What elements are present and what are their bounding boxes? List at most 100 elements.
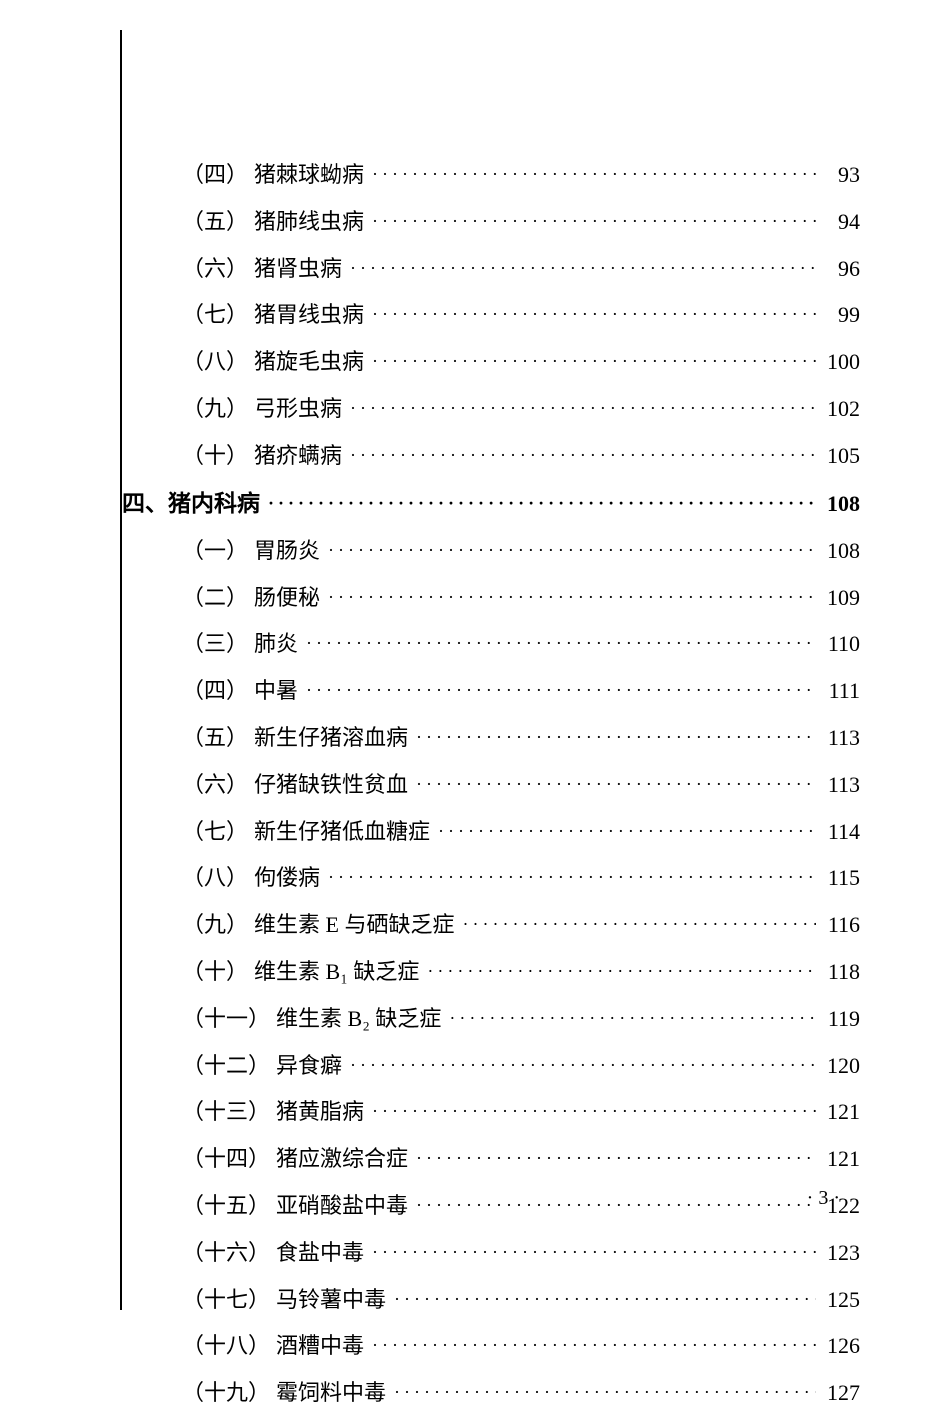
toc-ordinal: （三） bbox=[182, 629, 248, 660]
toc-entry: （十三）猪黄脂病································… bbox=[182, 1097, 860, 1128]
toc-page-number: 110 bbox=[816, 629, 860, 660]
toc-page-number: 94 bbox=[816, 207, 860, 238]
toc-title: 维生素 E 与硒缺乏症 bbox=[254, 910, 454, 941]
toc-ordinal: （十三） bbox=[182, 1097, 270, 1128]
toc-leader-dots: ········································… bbox=[408, 725, 816, 750]
toc-leader-dots: ········································… bbox=[298, 631, 816, 656]
toc-content: （四）猪棘球蚴病································… bbox=[122, 30, 920, 1409]
toc-ordinal: （十四） bbox=[182, 1144, 270, 1175]
toc-leader-dots: ········································… bbox=[320, 865, 816, 890]
toc-entry: （三）肺炎···································… bbox=[182, 629, 860, 660]
page-container: （四）猪棘球蚴病································… bbox=[120, 30, 920, 1310]
toc-page-number: 99 bbox=[816, 300, 860, 331]
toc-title: 食盐中毒 bbox=[276, 1238, 364, 1269]
toc-leader-dots: ········································… bbox=[419, 959, 816, 984]
toc-section-heading: 四、猪内科病··································… bbox=[122, 488, 860, 520]
toc-ordinal: （十） bbox=[182, 441, 248, 472]
toc-page-number: 121 bbox=[816, 1144, 860, 1175]
toc-page-number: 109 bbox=[816, 583, 860, 614]
toc-entry: （十四）猪应激综合症······························… bbox=[182, 1144, 860, 1175]
toc-title: 维生素 B₂ 缺乏症 bbox=[276, 1004, 441, 1035]
toc-entry: （五）猪肺线虫病································… bbox=[182, 207, 860, 238]
toc-ordinal: （七） bbox=[182, 300, 248, 331]
toc-ordinal: （四） bbox=[182, 160, 248, 191]
toc-leader-dots: ········································… bbox=[430, 819, 816, 844]
toc-ordinal: （十八） bbox=[182, 1331, 270, 1362]
toc-title: 马铃薯中毒 bbox=[276, 1285, 386, 1316]
toc-ordinal: （二） bbox=[182, 583, 248, 614]
toc-page-number: 114 bbox=[816, 817, 860, 848]
toc-page-number: 111 bbox=[816, 676, 860, 707]
toc-entry: （九）维生素 E 与硒缺乏症··························… bbox=[182, 910, 860, 941]
toc-page-number: 113 bbox=[816, 770, 860, 801]
toc-entry: （八）猪旋毛虫病································… bbox=[182, 347, 860, 378]
toc-title: 仔猪缺铁性贫血 bbox=[254, 770, 408, 801]
toc-page-number: 123 bbox=[816, 1238, 860, 1269]
toc-leader-dots: ········································… bbox=[364, 302, 816, 327]
toc-title: 异食癖 bbox=[276, 1051, 342, 1082]
toc-entry: （四）中暑···································… bbox=[182, 676, 860, 707]
toc-entry: （十二）异食癖·································… bbox=[182, 1051, 860, 1082]
toc-entry: （六）猪肾虫病·································… bbox=[182, 254, 860, 285]
toc-leader-dots: ········································… bbox=[364, 1333, 816, 1358]
toc-leader-dots: ········································… bbox=[386, 1380, 816, 1405]
toc-leader-dots: ········································… bbox=[298, 678, 816, 703]
toc-page-number: 108 bbox=[816, 489, 860, 520]
toc-entry: （十六）食盐中毒································… bbox=[182, 1238, 860, 1269]
toc-page-number: 100 bbox=[816, 347, 860, 378]
toc-title: 弓形虫病 bbox=[254, 394, 342, 425]
toc-ordinal: （九） bbox=[182, 394, 248, 425]
toc-title: 猪肺线虫病 bbox=[254, 207, 364, 238]
toc-entry: （二）肠便秘··································… bbox=[182, 583, 860, 614]
toc-page-number: 119 bbox=[816, 1004, 860, 1035]
toc-leader-dots: ········································… bbox=[441, 1006, 816, 1031]
toc-ordinal: （十二） bbox=[182, 1051, 270, 1082]
toc-entry: （六）仔猪缺铁性贫血······························… bbox=[182, 770, 860, 801]
toc-page-number: 116 bbox=[816, 910, 860, 941]
toc-leader-dots: ········································… bbox=[342, 396, 816, 421]
toc-leader-dots: ········································… bbox=[320, 538, 816, 563]
toc-title: 猪黄脂病 bbox=[276, 1097, 364, 1128]
toc-leader-dots: ········································… bbox=[364, 162, 816, 187]
toc-title: 猪胃线虫病 bbox=[254, 300, 364, 331]
toc-ordinal: 四、 bbox=[122, 488, 168, 520]
toc-leader-dots: ········································… bbox=[364, 209, 816, 234]
toc-ordinal: （七） bbox=[182, 817, 248, 848]
toc-leader-dots: ········································… bbox=[342, 443, 816, 468]
toc-leader-dots: ········································… bbox=[260, 491, 816, 516]
toc-page-number: 120 bbox=[816, 1051, 860, 1082]
toc-entry: （十九）霉饲料中毒·······························… bbox=[182, 1378, 860, 1409]
toc-title: 亚硝酸盐中毒 bbox=[276, 1191, 408, 1222]
toc-ordinal: （十五） bbox=[182, 1191, 270, 1222]
toc-entry: （十八）酒糟中毒································… bbox=[182, 1331, 860, 1362]
toc-entry: （八）佝偻病··································… bbox=[182, 863, 860, 894]
toc-title: 新生仔猪溶血病 bbox=[254, 723, 408, 754]
toc-leader-dots: ········································… bbox=[364, 1099, 816, 1124]
toc-page-number: 105 bbox=[816, 441, 860, 472]
toc-leader-dots: ········································… bbox=[364, 1240, 816, 1265]
toc-entry: （十一）维生素 B₂ 缺乏症··························… bbox=[182, 1004, 860, 1035]
toc-ordinal: （五） bbox=[182, 723, 248, 754]
toc-leader-dots: ········································… bbox=[408, 772, 816, 797]
toc-title: 猪旋毛虫病 bbox=[254, 347, 364, 378]
toc-leader-dots: ········································… bbox=[364, 349, 816, 374]
toc-title: 猪内科病 bbox=[168, 488, 260, 520]
toc-entry: （十）维生素 B₁ 缺乏症···························… bbox=[182, 957, 860, 988]
toc-ordinal: （四） bbox=[182, 676, 248, 707]
toc-page-number: 115 bbox=[816, 863, 860, 894]
toc-page-number: 127 bbox=[816, 1378, 860, 1409]
toc-title: 肺炎 bbox=[254, 629, 298, 660]
toc-page-number: 126 bbox=[816, 1331, 860, 1362]
toc-page-number: 125 bbox=[816, 1285, 860, 1316]
toc-leader-dots: ········································… bbox=[386, 1287, 816, 1312]
toc-title: 猪肾虫病 bbox=[254, 254, 342, 285]
toc-page-number: 118 bbox=[816, 957, 860, 988]
toc-entry: （四）猪棘球蚴病································… bbox=[182, 160, 860, 191]
toc-leader-dots: ········································… bbox=[408, 1146, 816, 1171]
toc-entry: （十）猪疥螨病·································… bbox=[182, 441, 860, 472]
toc-leader-dots: ········································… bbox=[454, 912, 816, 937]
toc-ordinal: （六） bbox=[182, 770, 248, 801]
toc-ordinal: （八） bbox=[182, 863, 248, 894]
toc-page-number: 96 bbox=[816, 254, 860, 285]
toc-ordinal: （八） bbox=[182, 347, 248, 378]
